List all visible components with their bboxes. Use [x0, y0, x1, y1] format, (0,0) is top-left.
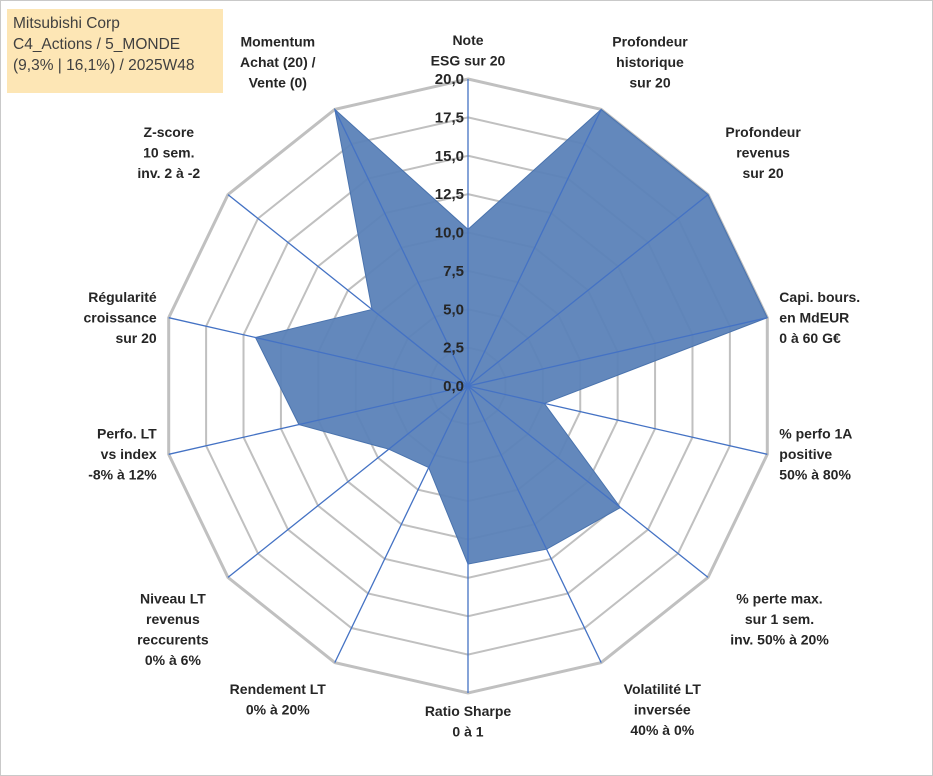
axis-spoke [467, 385, 602, 663]
axis-label: Perfo. LT vs index -8% à 12% [88, 426, 157, 483]
axis-label: Régularité croissance sur 20 [84, 289, 157, 346]
axis-spoke [467, 194, 709, 387]
axis-spoke [467, 385, 768, 455]
tick-label: 20,0 [435, 71, 464, 88]
axis-label: Note ESG sur 20 [431, 32, 506, 69]
tick-label: 15,0 [435, 148, 464, 165]
axis-spoke [334, 385, 469, 663]
axis-spoke [467, 385, 709, 578]
axis-label: Capi. bours. en MdEUR 0 à 60 G€ [779, 289, 860, 346]
axis-label: Profondeur revenus sur 20 [725, 124, 801, 181]
data-area [254, 108, 768, 565]
axis-label: Volatilité LT inversée 40% à 0% [624, 681, 702, 738]
axis-label: Profondeur historique sur 20 [612, 34, 688, 91]
tick-label: 17,5 [435, 109, 464, 126]
portfolio-name: C4_Actions / 5_MONDE [13, 36, 181, 53]
tick-label: 2,5 [443, 340, 464, 357]
axis-spoke [467, 109, 602, 387]
axis-spoke [227, 385, 469, 578]
tick-label: 10,0 [435, 225, 464, 242]
axis-label: Z-score 10 sem. inv. 2 à -2 [137, 124, 200, 181]
axis-label: Momentum Achat (20) / Vente (0) [240, 34, 316, 91]
tick-label: 12,5 [435, 186, 464, 203]
info-box: Mitsubishi Corp C4_Actions / 5_MONDE (9,… [7, 9, 223, 93]
axis-spoke [168, 385, 469, 455]
tick-label: 0,0 [443, 378, 464, 395]
axis-spoke [227, 194, 469, 387]
axis-label: Ratio Sharpe 0 à 1 [425, 703, 512, 740]
tick-label: 5,0 [443, 301, 464, 318]
axis-spoke [168, 317, 469, 387]
axis-label: Niveau LT revenus reccurents 0% à 6% [137, 591, 209, 669]
company-name: Mitsubishi Corp [13, 15, 120, 32]
period-info: (9,3% | 16,1%) / 2025W48 [13, 57, 195, 74]
axis-label: % perte max. sur 1 sem. inv. 50% à 20% [730, 591, 829, 648]
tick-label: 7,5 [443, 263, 464, 280]
axis-spoke [467, 317, 768, 387]
axis-spoke [334, 109, 469, 387]
axis-label: % perfo 1A positive 50% à 80% [779, 426, 852, 483]
axis-label: Rendement LT 0% à 20% [230, 681, 327, 718]
